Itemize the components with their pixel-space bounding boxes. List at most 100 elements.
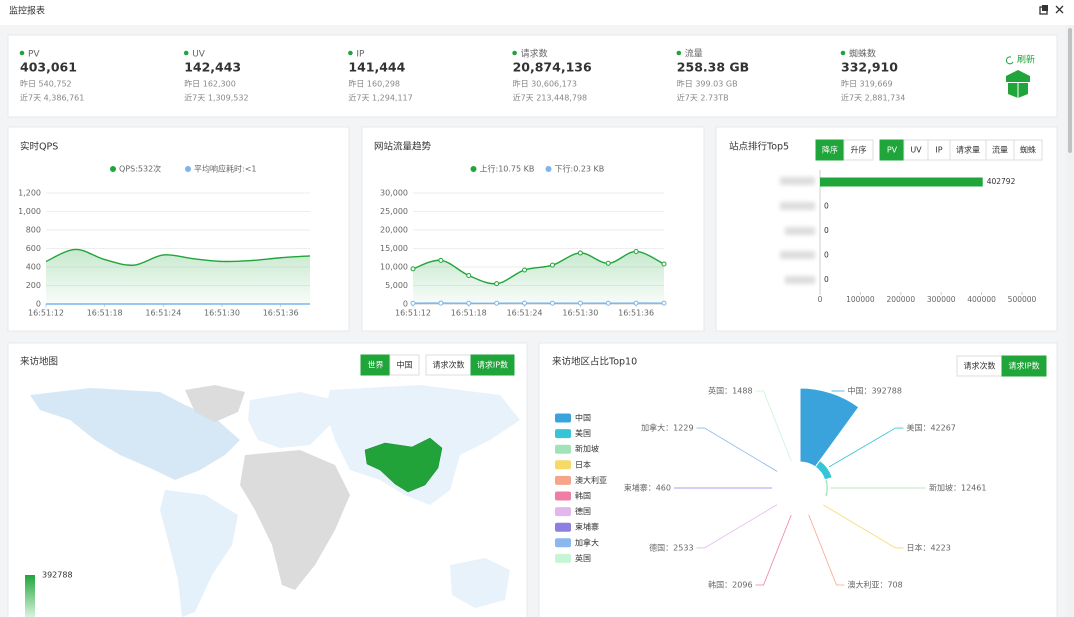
legend-swatch	[555, 460, 571, 470]
point	[549, 262, 555, 268]
leader-line	[808, 514, 845, 586]
panel-title: 来访地区占比Top10	[552, 356, 637, 368]
rose-label: 韩国：2096	[708, 580, 752, 590]
x-tick-label: 200000	[886, 295, 915, 304]
area	[413, 251, 664, 304]
y-tick-label: 800	[26, 226, 41, 235]
legend-label: 英国	[575, 553, 591, 563]
stat-week: 近7天 2,881,734	[841, 93, 905, 103]
metric-tab-label[interactable]: 请求量	[956, 145, 980, 155]
sort-button-label[interactable]: 升序	[851, 145, 867, 155]
panel-title: 实时QPS	[20, 141, 58, 153]
x-tick-label: 16:51:24	[507, 309, 543, 318]
leader-line	[828, 427, 904, 468]
stat-week: 近7天 213,448,798	[513, 93, 588, 103]
line	[45, 248, 311, 266]
bar-value: 402792	[987, 177, 1016, 186]
point	[494, 300, 500, 306]
legend-label: 澳大利亚	[575, 475, 607, 485]
map-metric-button[interactable]	[470, 354, 515, 376]
scope-button-label[interactable]: 中国	[397, 360, 413, 370]
metric-tab[interactable]	[1013, 139, 1043, 161]
stat-value: 20,874,136	[513, 60, 592, 75]
rose-label: 澳大利亚：708	[847, 580, 902, 590]
leader-line	[696, 427, 778, 472]
bar-value: 0	[824, 251, 829, 260]
metric-tab-label[interactable]: PV	[887, 146, 898, 155]
refresh-label[interactable]: 刷新	[1017, 54, 1035, 66]
stat-label: PV	[28, 50, 40, 60]
point	[438, 300, 444, 306]
legend-label: 平均响应耗时:<1	[194, 164, 257, 174]
map-metric-button-label[interactable]: 请求IP数	[477, 360, 508, 370]
bar	[820, 177, 983, 187]
sort-button[interactable]	[843, 139, 874, 161]
legend-label: QPS:532次	[119, 164, 161, 174]
x-tick-label: 0	[818, 295, 823, 304]
y-tick-label: 400	[26, 263, 41, 272]
point	[438, 257, 444, 263]
area	[46, 249, 310, 304]
legend-swatch	[555, 553, 571, 563]
y-tick-label: 30,000	[380, 189, 408, 198]
stat-week: 近7天 1,294,117	[348, 93, 412, 103]
stat-label: 请求数	[521, 48, 548, 60]
y-tick-label: 200	[26, 281, 41, 290]
scrollbar-thumb[interactable]	[1068, 28, 1072, 153]
stat-dot	[19, 50, 25, 56]
x-tick-label: 16:51:30	[562, 309, 598, 318]
metric-tab-label[interactable]: UV	[910, 146, 922, 155]
point	[522, 300, 528, 306]
y-tick-label: 0	[403, 300, 408, 309]
sort-button-label[interactable]: 降序	[822, 145, 838, 155]
y-tick-label: 1,000	[18, 207, 41, 216]
stat-dot	[840, 50, 846, 56]
rose-label: 中国：392788	[847, 385, 902, 395]
x-tick-label: 300000	[927, 295, 956, 304]
region-metric-button-label[interactable]: 请求IP数	[1008, 361, 1039, 371]
legend-label: 加拿大	[575, 537, 599, 547]
map-metric-button-label[interactable]: 请求次数	[433, 360, 465, 370]
legend-label: 德国	[575, 506, 591, 516]
stat-value: 141,444	[348, 60, 405, 75]
bar-value: 0	[824, 202, 829, 211]
point	[633, 300, 639, 306]
refresh-button[interactable]: 刷新	[1005, 54, 1035, 66]
x-tick-label: 16:51:30	[204, 309, 240, 318]
legend-label: 下行:0.23 KB	[555, 164, 605, 174]
point	[605, 260, 611, 266]
point	[605, 300, 611, 306]
metric-tab-label[interactable]: 流量	[992, 145, 1008, 155]
window-title: 监控报表	[9, 5, 45, 17]
scope-button[interactable]	[389, 354, 420, 376]
legend-label: 美国	[575, 428, 591, 438]
point	[410, 300, 416, 306]
legend-label: 韩国	[575, 491, 591, 501]
stat-value: 332,910	[841, 60, 898, 75]
x-tick-label: 16:51:36	[618, 309, 654, 318]
region-metric-button-label[interactable]: 请求次数	[964, 361, 996, 371]
y-tick-label: 1,200	[18, 189, 41, 198]
stat-yesterday: 昨日 319,669	[841, 79, 893, 89]
rose-label: 新加坡：12461	[929, 483, 986, 493]
legend-label: 中国	[575, 413, 591, 423]
scrollbar-track	[1066, 25, 1074, 617]
stat-yesterday: 昨日 162,300	[184, 79, 236, 89]
point	[661, 261, 667, 267]
stat-week: 近7天 4,386,761	[20, 93, 84, 103]
legend-swatch	[555, 444, 571, 454]
metric-tab-label[interactable]: 蜘蛛	[1020, 145, 1036, 155]
point	[410, 266, 416, 272]
stat-yesterday: 昨日 30,606,173	[513, 79, 577, 89]
legend-swatch	[555, 429, 571, 439]
stat-yesterday: 昨日 540,752	[20, 79, 72, 89]
scope-button-label[interactable]: 世界	[368, 360, 384, 370]
point	[577, 250, 583, 256]
window-controls[interactable]	[1039, 5, 1064, 15]
y-tick-label: 20,000	[380, 226, 408, 235]
point	[494, 281, 500, 287]
region-metric-button[interactable]	[1001, 355, 1047, 377]
metric-tab-label[interactable]: IP	[935, 146, 942, 155]
leader-line	[755, 514, 792, 586]
